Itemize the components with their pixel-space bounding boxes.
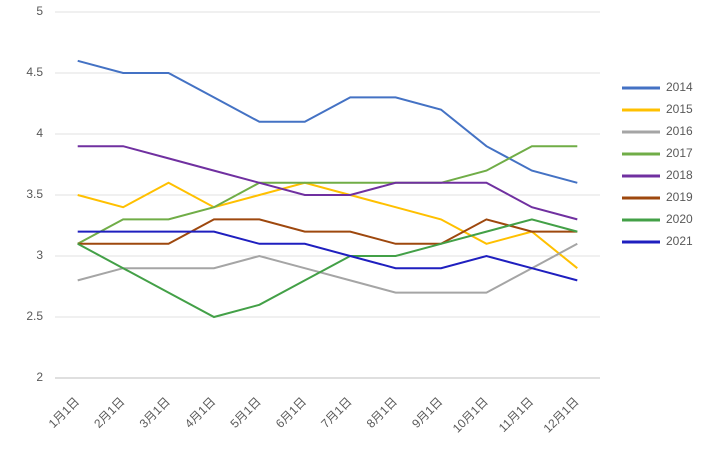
legend-label: 2019 xyxy=(666,190,693,204)
x-tick-label: 9月1日 xyxy=(409,394,445,430)
legend-label: 2017 xyxy=(666,146,693,160)
y-tick-label: 5 xyxy=(36,4,43,18)
x-tick-label: 3月1日 xyxy=(137,394,173,430)
y-tick-label: 4 xyxy=(36,126,43,140)
series-line xyxy=(77,218,578,245)
x-tick-label: 6月1日 xyxy=(273,394,309,430)
legend-label: 2020 xyxy=(666,212,693,226)
y-tick-label: 4.5 xyxy=(26,65,43,79)
legend-label: 2018 xyxy=(666,168,693,182)
series-line xyxy=(77,145,578,221)
series-line xyxy=(77,181,578,269)
x-tick-label: 11月1日 xyxy=(496,394,536,434)
legend-label: 2016 xyxy=(666,124,693,138)
y-tick-label: 2 xyxy=(36,370,43,384)
y-tick-label: 2.5 xyxy=(26,309,43,323)
series-line xyxy=(77,218,578,319)
series-line xyxy=(77,242,578,294)
x-tick-label: 5月1日 xyxy=(227,394,263,430)
x-tick-label: 4月1日 xyxy=(182,394,218,430)
x-tick-label: 12月1日 xyxy=(541,394,582,435)
legend-label: 2014 xyxy=(666,80,693,94)
legend-label: 2015 xyxy=(666,102,693,116)
x-tick-label: 1月1日 xyxy=(46,394,82,430)
x-tick-label: 8月1日 xyxy=(364,394,400,430)
series-line xyxy=(77,145,578,245)
x-tick-label: 10月1日 xyxy=(450,394,491,435)
series-line xyxy=(77,230,578,282)
y-tick-label: 3.5 xyxy=(26,187,43,201)
series-line xyxy=(77,59,578,184)
x-tick-label: 7月1日 xyxy=(318,394,354,430)
y-tick-label: 3 xyxy=(36,248,43,262)
legend-label: 2021 xyxy=(666,234,693,248)
x-tick-label: 2月1日 xyxy=(91,394,127,430)
